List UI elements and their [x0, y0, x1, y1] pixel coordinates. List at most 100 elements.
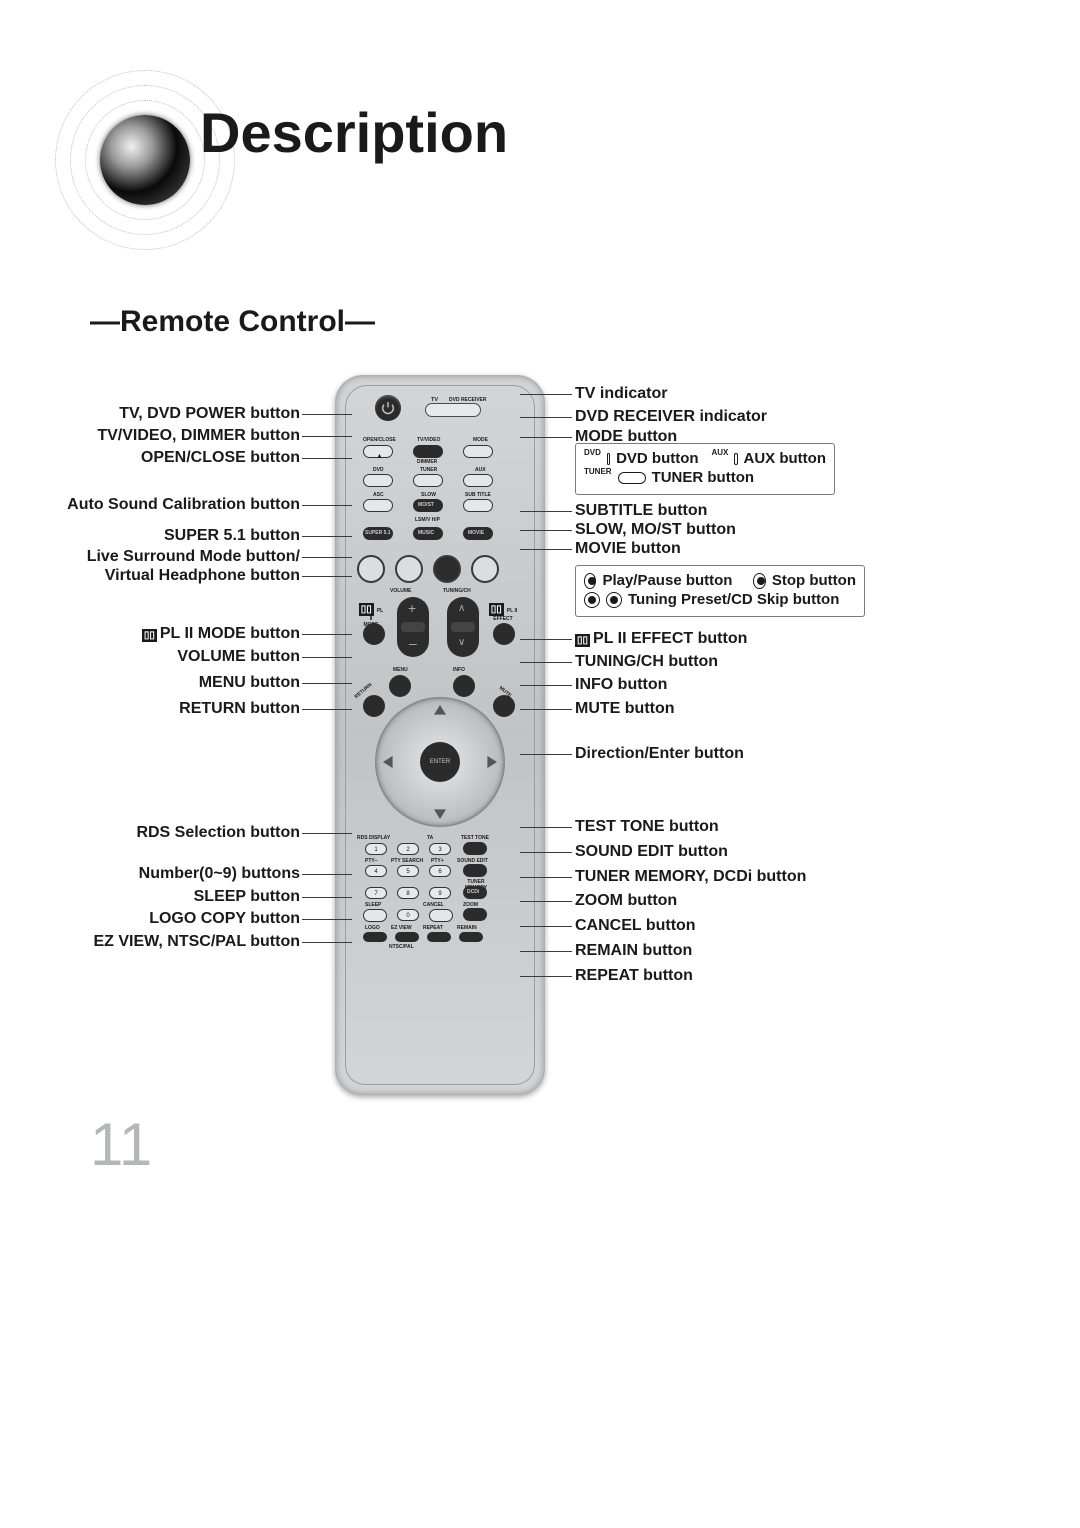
lsm-label: LSM/V H/P — [415, 517, 440, 523]
info-button[interactable] — [453, 675, 475, 697]
num-6[interactable]: 6 — [429, 865, 451, 877]
tuner-button-label: TUNER button — [652, 469, 754, 486]
label-left: OPEN/CLOSE button — [141, 449, 300, 467]
volume-rocker[interactable]: +– — [397, 597, 429, 657]
tvvideo-label: TV/VIDEO — [417, 437, 440, 443]
num-8[interactable]: 8 — [397, 887, 419, 899]
num-9[interactable]: 9 — [429, 887, 451, 899]
leader-line — [302, 505, 352, 506]
logo-button[interactable] — [363, 932, 387, 942]
pl2-mode-button[interactable] — [363, 623, 385, 645]
repeat-label: REPEAT — [423, 925, 443, 931]
enter-button[interactable]: ENTER — [420, 742, 460, 782]
num-1[interactable]: 1 — [365, 843, 387, 855]
label-left: RDS Selection button — [136, 824, 300, 842]
menu-button[interactable] — [389, 675, 411, 697]
num-5[interactable]: 5 — [397, 865, 419, 877]
return-button[interactable] — [363, 695, 385, 717]
logo-label: LOGO — [365, 925, 380, 931]
tuner-tiny: TUNER — [584, 467, 612, 476]
leader-line — [520, 976, 572, 977]
ez-view-button[interactable] — [395, 932, 419, 942]
super51-button[interactable]: SUPER 5.1 — [363, 527, 393, 540]
label-left: Number(0~9) buttons — [139, 865, 300, 883]
zoom-button[interactable] — [463, 908, 487, 921]
leader-line — [520, 437, 572, 438]
music-button[interactable]: MUSIC — [413, 527, 443, 540]
subtitle-button[interactable] — [463, 499, 493, 512]
tv-video-button[interactable] — [413, 445, 443, 458]
tuner-button[interactable] — [413, 474, 443, 487]
remain-button[interactable] — [459, 932, 483, 942]
test-tone-button[interactable] — [463, 842, 487, 855]
leader-line — [520, 877, 572, 878]
repeat-button[interactable] — [427, 932, 451, 942]
num-7[interactable]: 7 — [365, 887, 387, 899]
aux-tiny: AUX — [711, 448, 728, 457]
ezview-label: EZ VIEW — [391, 925, 412, 931]
leader-line — [302, 874, 352, 875]
skip-label: Tuning Preset/CD Skip button — [628, 591, 839, 608]
mute-button[interactable] — [493, 695, 515, 717]
num-3[interactable]: 3 — [429, 843, 451, 855]
cancel-button[interactable] — [429, 909, 453, 922]
source-buttons-group: DVD DVD button AUX AUX button TUNER TUNE… — [575, 443, 835, 495]
dimmer-label: DIMMER — [417, 459, 437, 465]
label-left: MENU button — [199, 674, 300, 692]
leader-line — [520, 754, 572, 755]
next-button[interactable] — [471, 555, 499, 583]
leader-line — [302, 683, 352, 684]
tuner-memory-button[interactable]: DCDi — [463, 886, 487, 899]
stop-button[interactable] — [395, 555, 423, 583]
aux-button[interactable] — [463, 474, 493, 487]
label-right: TUNING/CH button — [575, 653, 718, 671]
label-right: TUNER MEMORY, DCDi button — [575, 868, 806, 886]
remote-body: TV DVD RECEIVER OPEN/CLOSE TV/VIDEO MODE… — [335, 375, 545, 1095]
mode-button[interactable] — [463, 445, 493, 458]
leader-line — [520, 926, 572, 927]
label-left: SLEEP button — [194, 888, 300, 906]
pl2eff-label: ▯▯PL IIEFFECT — [487, 603, 519, 622]
play-icon — [584, 573, 596, 589]
leader-line — [520, 417, 572, 418]
num-4[interactable]: 4 — [365, 865, 387, 877]
leader-line — [520, 685, 572, 686]
page-subtitle: —Remote Control— — [90, 305, 375, 339]
leader-line — [520, 709, 572, 710]
pl2-effect-button[interactable] — [493, 623, 515, 645]
asc-button[interactable] — [363, 499, 393, 512]
asc-label: ASC — [373, 492, 384, 498]
dvd-button[interactable] — [363, 474, 393, 487]
leader-line — [520, 394, 572, 395]
testtone-label: TEST TONE — [461, 835, 489, 841]
page-number: 11 — [90, 1110, 152, 1179]
leader-line — [302, 557, 352, 558]
ntscpal-label: NTSC/PAL — [389, 944, 414, 950]
slow-button[interactable]: MO/ST — [413, 499, 443, 512]
prev-button[interactable] — [357, 555, 385, 583]
leader-line — [302, 536, 352, 537]
leader-line — [302, 576, 352, 577]
num-2[interactable]: 2 — [397, 843, 419, 855]
leader-line — [302, 634, 352, 635]
sound-edit-button[interactable] — [463, 864, 487, 877]
dvd-pill-icon — [607, 453, 610, 465]
sleep-button[interactable] — [363, 909, 387, 922]
num-0[interactable]: 0 — [397, 909, 419, 921]
movie-button[interactable]: MOVIE — [463, 527, 493, 540]
play-pause-button[interactable] — [433, 555, 461, 583]
dvd-button-label: DVD button — [616, 450, 698, 467]
label-left: Live Surround Mode button/ — [87, 548, 300, 566]
label-right: REPEAT button — [575, 967, 693, 985]
label-right: SOUND EDIT button — [575, 843, 728, 861]
volume-label: VOLUME — [390, 588, 411, 594]
leader-line — [302, 458, 352, 459]
label-right: SLOW, MO/ST button — [575, 521, 736, 539]
dvd-label: DVD — [373, 467, 384, 473]
leader-line — [520, 639, 572, 640]
open-close-button[interactable]: ▲ — [363, 445, 393, 458]
power-button[interactable] — [375, 395, 401, 421]
label-right: TV indicator — [575, 385, 667, 403]
cancel-label: CANCEL — [423, 902, 444, 908]
tuning-rocker[interactable]: ∧∨ — [447, 597, 479, 657]
